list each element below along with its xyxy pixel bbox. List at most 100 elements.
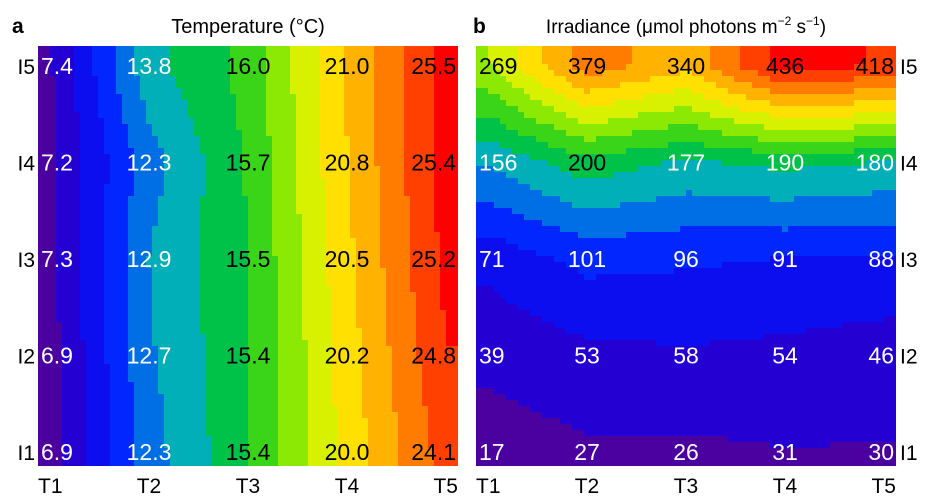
heatmap-tile: [350, 250, 357, 257]
heatmap-tile: [752, 46, 759, 53]
heatmap-tile: [152, 160, 159, 167]
heatmap-tile: [308, 268, 315, 275]
heatmap-tile: [290, 52, 297, 59]
heatmap-tile: [50, 310, 57, 317]
heatmap-tile: [326, 370, 333, 377]
heatmap-tile: [284, 292, 291, 299]
heatmap-tile: [404, 292, 411, 299]
heatmap-tile: [218, 130, 225, 137]
heatmap-tile: [254, 184, 261, 191]
heatmap-tile: [92, 256, 99, 263]
heatmap-tile: [74, 52, 81, 59]
heatmap-tile: [218, 256, 225, 263]
heatmap-tile: [320, 58, 327, 65]
heatmap-tile: [230, 292, 237, 299]
heatmap-tile: [314, 256, 321, 263]
heatmap-tile: [182, 460, 189, 466]
heatmap-tile: [260, 364, 267, 371]
heatmap-tile: [158, 220, 165, 227]
heatmap-tile: [398, 328, 405, 335]
heatmap-tile: [230, 358, 237, 365]
heatmap-tile: [188, 250, 195, 257]
heatmap-tile: [50, 52, 57, 59]
heatmap-tile: [386, 346, 393, 353]
heatmap-tile: [98, 112, 105, 119]
heatmap-tile: [146, 382, 153, 389]
heatmap-tile: [368, 436, 375, 443]
heatmap-tile: [50, 142, 57, 149]
heatmap-tile: [38, 166, 45, 173]
heatmap-tile: [398, 82, 405, 89]
heatmap-tile: [206, 328, 213, 335]
heatmap-tile: [248, 130, 255, 137]
heatmap-tile: [116, 346, 123, 353]
heatmap-tile: [80, 118, 87, 125]
heatmap-tile: [206, 364, 213, 371]
heatmap-tile: [122, 64, 129, 71]
heatmap-tile: [380, 160, 387, 167]
heatmap-tile: [260, 256, 267, 263]
heatmap-tile: [200, 430, 207, 437]
heatmap-tile: [146, 304, 153, 311]
heatmap-tile: [338, 100, 345, 107]
heatmap-tile: [350, 52, 357, 59]
heatmap-tile: [104, 304, 111, 311]
heatmap-tile: [200, 154, 207, 161]
heatmap-tile: [440, 298, 447, 305]
heatmap-tile: [404, 148, 411, 155]
heatmap-tile: [224, 178, 231, 185]
heatmap-tile: [206, 184, 213, 191]
heatmap-tile: [38, 418, 45, 425]
heatmap-tile: [398, 448, 405, 455]
heatmap-tile: [350, 238, 357, 245]
heatmap-tile: [422, 112, 429, 119]
heatmap-tile: [242, 298, 249, 305]
heatmap-tile: [314, 64, 321, 71]
heatmap-tile: [530, 46, 537, 53]
heatmap-tile: [224, 166, 231, 173]
heatmap-tile: [92, 172, 99, 179]
heatmap-tile: [74, 58, 81, 65]
heatmap-tile: [392, 346, 399, 353]
heatmap-tile: [266, 430, 273, 437]
heatmap-tile: [212, 148, 219, 155]
heatmap-tile: [98, 46, 105, 53]
heatmap-tile: [104, 196, 111, 203]
heatmap-tile: [338, 448, 345, 455]
heatmap-tile: [398, 232, 405, 239]
heatmap-tile: [134, 208, 141, 215]
heatmap-tile: [368, 304, 375, 311]
heatmap-tile: [302, 118, 309, 125]
heatmap-tile: [272, 112, 279, 119]
heatmap-tile: [362, 298, 369, 305]
heatmap-tile: [146, 460, 153, 466]
heatmap-tile: [266, 364, 273, 371]
heatmap-tile: [230, 412, 237, 419]
heatmap-tile: [104, 130, 111, 137]
heatmap-tile: [380, 454, 387, 461]
heatmap-tile: [596, 46, 603, 53]
heatmap-tile: [314, 82, 321, 89]
heatmap-tile: [194, 430, 201, 437]
heatmap-tile: [392, 142, 399, 149]
heatmap-tile: [38, 328, 45, 335]
heatmap-tile: [152, 262, 159, 269]
heatmap-tile: [110, 106, 117, 113]
heatmap-tile: [140, 442, 147, 449]
heatmap-tile: [404, 94, 411, 101]
heatmap-tile: [56, 376, 63, 383]
heatmap-tile: [206, 256, 213, 263]
heatmap-tile: [314, 340, 321, 347]
heatmap-tile: [392, 274, 399, 281]
heatmap-tile: [188, 190, 195, 197]
heatmap-tile: [284, 82, 291, 89]
heatmap-tile: [110, 250, 117, 257]
heatmap-tile: [92, 124, 99, 131]
heatmap-tile: [92, 436, 99, 443]
heatmap-tile: [68, 58, 75, 65]
heatmap-tile: [302, 322, 309, 329]
heatmap-tile: [212, 184, 219, 191]
heatmap-tile: [272, 358, 279, 365]
heatmap-tile: [416, 184, 423, 191]
heatmap-tile: [404, 82, 411, 89]
